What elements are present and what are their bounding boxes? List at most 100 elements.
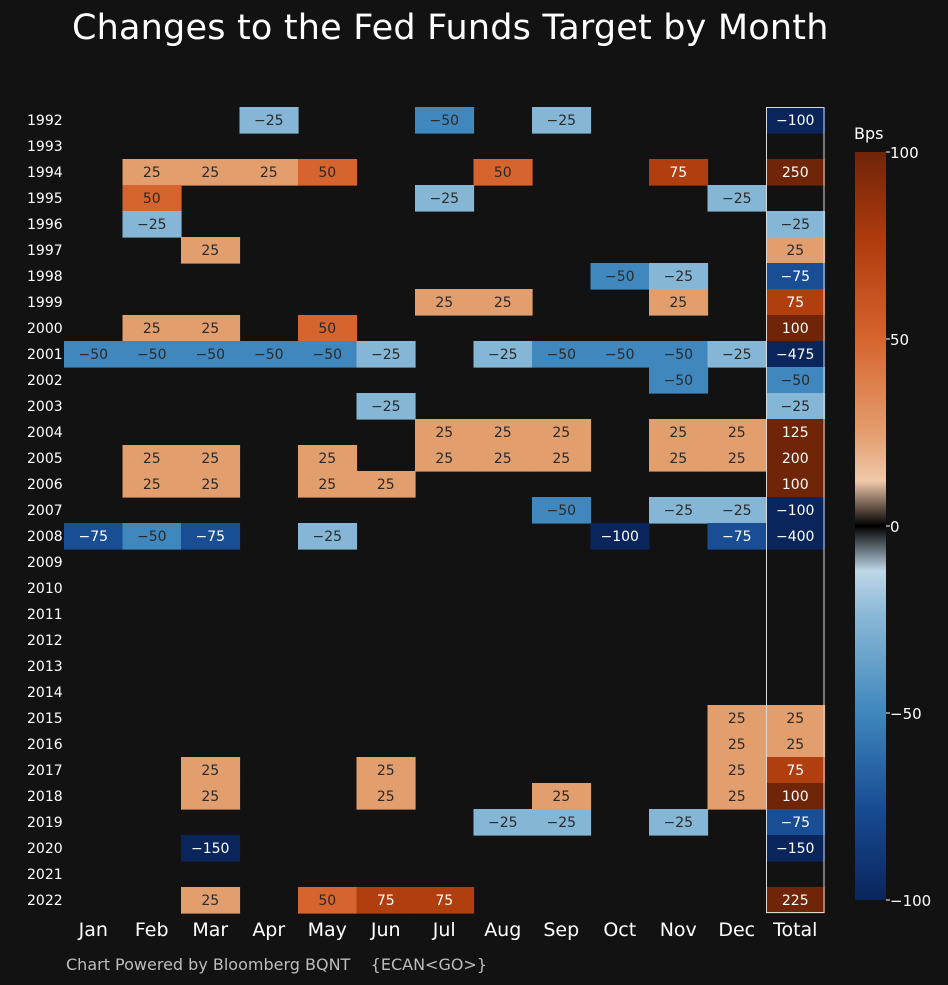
heatmap-cell	[766, 523, 826, 550]
y-tick-label: 1993	[27, 139, 63, 155]
heatmap-cells	[64, 107, 826, 914]
cell-value-label: −50	[312, 347, 342, 363]
heatmap-cell	[707, 757, 767, 784]
cell-value-label: −75	[195, 529, 225, 545]
heatmap-cell	[590, 523, 650, 550]
heatmap-cell	[473, 445, 533, 472]
y-axis-labels: 1992 1993 1994 1995 1996 1997 1998 1999 2000 2001…	[27, 113, 63, 909]
cell-value-label: −100	[601, 529, 639, 545]
heatmap-cell	[532, 783, 592, 810]
cell-value-label: −475	[776, 347, 814, 363]
cell-value-label: 25	[728, 711, 746, 727]
heatmap-cell	[298, 887, 358, 914]
heatmap-cell	[181, 159, 241, 186]
cell-value-label: 25	[143, 165, 161, 181]
heatmap-cell	[649, 419, 709, 446]
x-tick-label: Dec	[718, 919, 755, 941]
x-tick-label: Oct	[603, 919, 636, 941]
heatmap-cell	[356, 887, 416, 914]
cell-value-label: −50	[605, 269, 635, 285]
cell-value-label: 25	[201, 477, 219, 493]
heatmap-cell	[766, 159, 826, 186]
heatmap-cell	[473, 419, 533, 446]
cell-value-label: 75	[435, 893, 453, 909]
cell-value-label: 75	[377, 893, 395, 909]
cell-value-label: 125	[782, 425, 809, 441]
cell-value-label: 25	[435, 295, 453, 311]
heatmap-cell	[356, 783, 416, 810]
cell-value-label: 25	[201, 321, 219, 337]
cell-value-label: −50	[663, 373, 693, 389]
cell-value-label: 75	[786, 295, 804, 311]
cell-value-label: 50	[318, 321, 336, 337]
heatmap-cell	[122, 211, 182, 238]
y-tick-label: 2006	[27, 477, 63, 493]
cell-value-label: 100	[782, 477, 809, 493]
cell-value-label: −25	[488, 347, 518, 363]
cell-value-label: 25	[669, 451, 687, 467]
heatmap-cell	[415, 445, 475, 472]
heatmap-cell	[766, 315, 826, 342]
heatmap-cell	[239, 341, 299, 368]
y-tick-label: 2002	[27, 373, 63, 389]
cell-value-label: 25	[377, 763, 395, 779]
cell-value-label: 100	[782, 321, 809, 337]
y-tick-label: 2005	[27, 451, 63, 467]
heatmap-cell	[707, 705, 767, 732]
heatmap-cell	[181, 445, 241, 472]
x-tick-label: Aug	[484, 919, 521, 941]
heatmap-cell	[649, 497, 709, 524]
heatmap-cell	[473, 289, 533, 316]
heatmap-cell	[181, 887, 241, 914]
heatmap-cell	[298, 445, 358, 472]
y-tick-label: 2007	[27, 503, 63, 519]
x-tick-label: Total	[772, 919, 817, 941]
y-tick-label: 1994	[27, 165, 63, 181]
cell-value-label: 25	[201, 763, 219, 779]
heatmap-cell	[766, 341, 826, 368]
cell-value-label: −25	[780, 217, 810, 233]
cell-value-label: −25	[722, 503, 752, 519]
heatmap-cell	[707, 523, 767, 550]
heatmap-cell	[707, 185, 767, 212]
heatmap-cell	[766, 809, 826, 836]
cell-value-label: 25	[728, 763, 746, 779]
heatmap-cell	[707, 783, 767, 810]
cell-value-label: −25	[663, 503, 693, 519]
cell-value-label: 25	[318, 451, 336, 467]
y-tick-label: 1992	[27, 113, 63, 129]
heatmap-cell	[356, 471, 416, 498]
heatmap-cell	[766, 783, 826, 810]
heatmap-cell	[766, 705, 826, 732]
cell-value-label: −50	[546, 347, 576, 363]
y-tick-label: 1997	[27, 243, 63, 259]
heatmap-cell	[181, 783, 241, 810]
y-tick-label: 2019	[27, 815, 63, 831]
heatmap-cell	[64, 341, 124, 368]
cell-value-label: 25	[669, 425, 687, 441]
cell-value-label: −25	[429, 191, 459, 207]
heatmap-cell	[473, 341, 533, 368]
heatmap-cell	[181, 471, 241, 498]
cell-value-label: −150	[191, 841, 229, 857]
cell-value-label: 50	[143, 191, 161, 207]
cell-value-label: 25	[201, 243, 219, 259]
cell-value-label: −75	[780, 269, 810, 285]
cell-value-label: 25	[377, 789, 395, 805]
y-tick-label: 2010	[27, 581, 63, 597]
cell-value-label: −50	[78, 347, 108, 363]
cell-value-label: −50	[605, 347, 635, 363]
cell-value-label: 75	[669, 165, 687, 181]
y-tick-label: 2009	[27, 555, 63, 571]
x-tick-label: Mar	[192, 919, 228, 941]
heatmap-cell	[766, 107, 826, 134]
heatmap-cell	[532, 419, 592, 446]
cell-value-label: −25	[371, 347, 401, 363]
heatmap-cell	[239, 159, 299, 186]
cell-value-label: −150	[776, 841, 814, 857]
y-tick-label: 2011	[27, 607, 63, 623]
heatmap-cell	[415, 887, 475, 914]
x-tick-label: Apr	[252, 919, 285, 941]
cell-value-label: −50	[137, 347, 167, 363]
